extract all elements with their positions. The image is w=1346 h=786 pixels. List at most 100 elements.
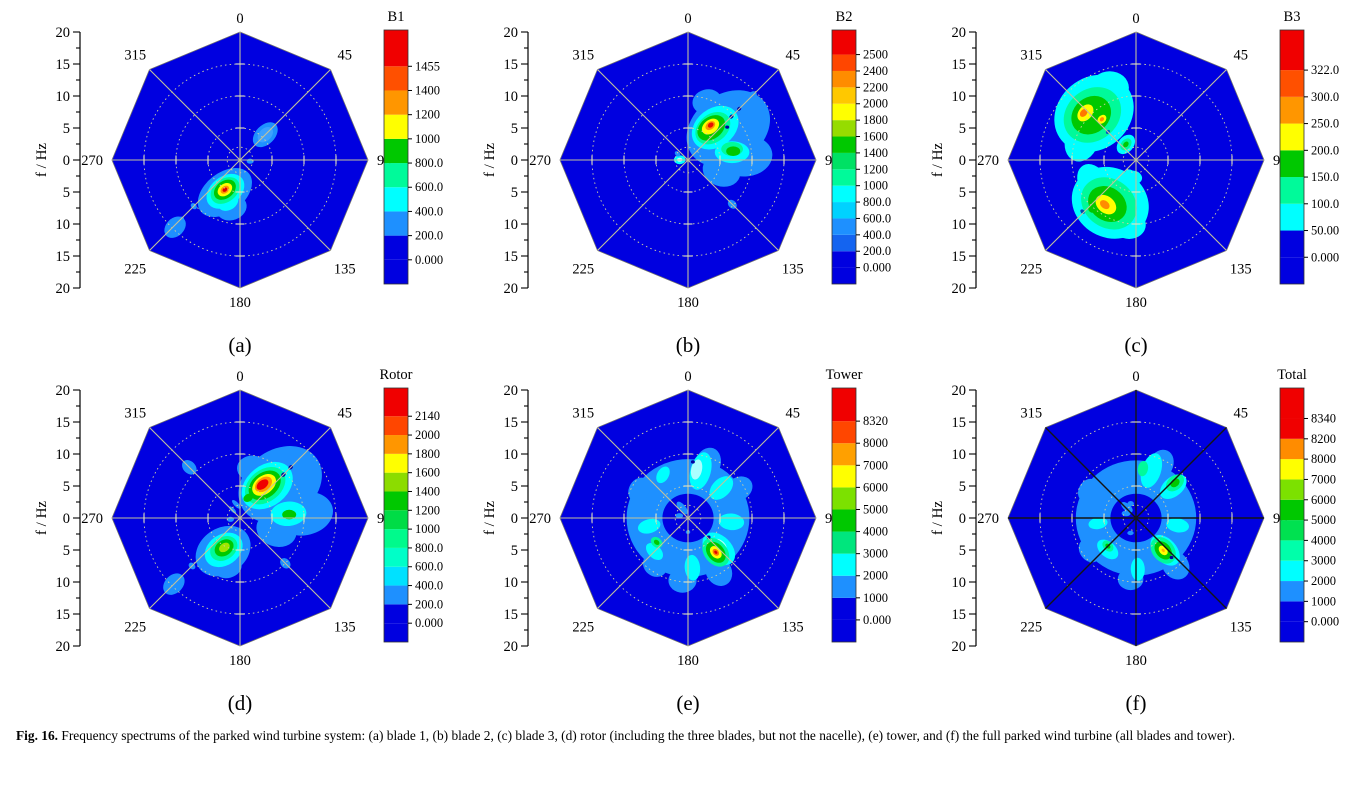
svg-text:135: 135 <box>782 620 804 636</box>
svg-text:200.0: 200.0 <box>415 229 443 243</box>
svg-text:10: 10 <box>56 447 71 463</box>
svg-text:1000: 1000 <box>863 591 888 605</box>
panel-letter-d: (d) <box>227 691 253 715</box>
svg-text:15: 15 <box>56 607 71 623</box>
svg-text:10: 10 <box>952 575 967 591</box>
svg-text:270: 270 <box>529 511 551 527</box>
svg-text:1000: 1000 <box>1311 594 1336 608</box>
svg-text:45: 45 <box>785 405 800 421</box>
svg-text:2500: 2500 <box>863 48 888 62</box>
svg-text:8000: 8000 <box>863 436 888 450</box>
svg-text:315: 315 <box>124 405 146 421</box>
svg-text:20: 20 <box>56 281 71 297</box>
panel-letter-b: (b) <box>675 333 701 357</box>
svg-text:5: 5 <box>959 121 966 137</box>
svg-text:5: 5 <box>63 479 70 495</box>
svg-text:135: 135 <box>334 620 356 636</box>
caption-text: Frequency spectrums of the parked wind t… <box>61 728 1236 743</box>
svg-text:0: 0 <box>63 511 70 527</box>
svg-text:5: 5 <box>959 185 966 201</box>
svg-text:270: 270 <box>529 153 551 169</box>
svg-text:20: 20 <box>952 639 967 655</box>
svg-text:315: 315 <box>1020 405 1042 421</box>
svg-text:150.0: 150.0 <box>1311 170 1339 184</box>
svg-text:15: 15 <box>504 607 519 623</box>
svg-text:135: 135 <box>334 262 356 278</box>
svg-text:180: 180 <box>229 653 251 669</box>
svg-text:315: 315 <box>124 47 146 63</box>
svg-text:20: 20 <box>952 383 967 399</box>
svg-text:1400: 1400 <box>863 146 888 160</box>
svg-text:7000: 7000 <box>863 458 888 472</box>
svg-text:5: 5 <box>959 479 966 495</box>
svg-text:1400: 1400 <box>415 484 440 498</box>
svg-text:0.000: 0.000 <box>863 261 891 275</box>
svg-text:f / Hz: f / Hz <box>34 501 50 535</box>
svg-text:45: 45 <box>1233 47 1248 63</box>
svg-text:5: 5 <box>511 185 518 201</box>
svg-text:f / Hz: f / Hz <box>482 143 498 177</box>
svg-text:10: 10 <box>504 447 519 463</box>
svg-text:600.0: 600.0 <box>863 211 891 225</box>
svg-text:800.0: 800.0 <box>863 195 891 209</box>
svg-text:2000: 2000 <box>863 569 888 583</box>
svg-text:5: 5 <box>511 543 518 559</box>
svg-text:0.000: 0.000 <box>1311 615 1339 629</box>
svg-text:225: 225 <box>1020 262 1042 278</box>
svg-text:5: 5 <box>63 543 70 559</box>
svg-text:15: 15 <box>56 415 71 431</box>
svg-text:180: 180 <box>677 295 699 311</box>
svg-text:Total: Total <box>1277 367 1307 383</box>
svg-text:0: 0 <box>511 511 518 527</box>
svg-text:1000: 1000 <box>415 522 440 536</box>
svg-text:1200: 1200 <box>863 162 888 176</box>
svg-text:1200: 1200 <box>415 108 440 122</box>
svg-text:135: 135 <box>1230 262 1252 278</box>
svg-text:180: 180 <box>229 295 251 311</box>
svg-text:20: 20 <box>504 281 519 297</box>
svg-text:600.0: 600.0 <box>415 180 443 194</box>
svg-text:0: 0 <box>684 11 691 27</box>
svg-text:0: 0 <box>959 511 966 527</box>
svg-text:10: 10 <box>952 89 967 105</box>
svg-text:225: 225 <box>572 262 594 278</box>
svg-text:15: 15 <box>56 57 71 73</box>
figure-caption: Fig. 16. Frequency spectrums of the park… <box>16 726 1332 747</box>
svg-text:0.000: 0.000 <box>1311 250 1339 264</box>
svg-text:400.0: 400.0 <box>415 579 443 593</box>
svg-text:270: 270 <box>81 153 103 169</box>
svg-text:0.000: 0.000 <box>415 253 443 267</box>
svg-text:0: 0 <box>684 369 691 385</box>
svg-text:B2: B2 <box>836 9 853 25</box>
svg-text:8000: 8000 <box>1311 452 1336 466</box>
svg-text:2140: 2140 <box>415 409 440 423</box>
svg-text:f / Hz: f / Hz <box>930 143 946 177</box>
svg-text:10: 10 <box>952 447 967 463</box>
svg-text:1455: 1455 <box>415 59 440 73</box>
svg-text:5: 5 <box>511 121 518 137</box>
svg-text:20: 20 <box>56 639 71 655</box>
svg-text:20: 20 <box>504 25 519 41</box>
panel-letter-a: (a) <box>228 333 252 357</box>
svg-text:5000: 5000 <box>1311 513 1336 527</box>
svg-text:5: 5 <box>959 543 966 559</box>
svg-text:135: 135 <box>1230 620 1252 636</box>
svg-text:20: 20 <box>952 281 967 297</box>
svg-text:322.0: 322.0 <box>1311 63 1339 77</box>
svg-text:180: 180 <box>1125 653 1147 669</box>
svg-text:B3: B3 <box>1284 9 1301 25</box>
svg-text:6000: 6000 <box>863 480 888 494</box>
svg-text:45: 45 <box>337 405 352 421</box>
svg-text:225: 225 <box>1020 620 1042 636</box>
svg-text:0.000: 0.000 <box>415 616 443 630</box>
